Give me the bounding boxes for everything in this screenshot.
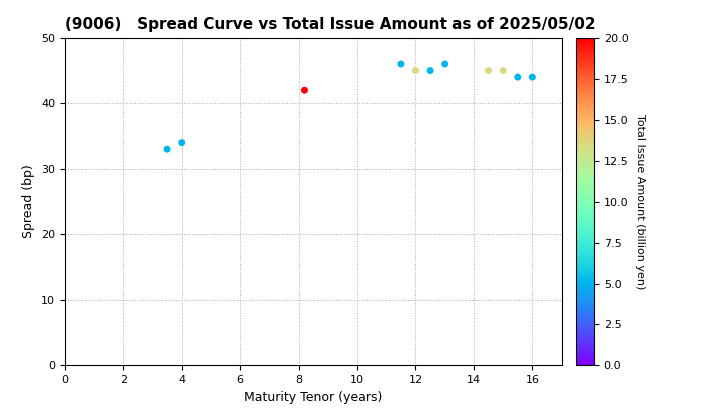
Point bbox=[410, 67, 421, 74]
X-axis label: Maturity Tenor (years): Maturity Tenor (years) bbox=[244, 391, 382, 404]
Point bbox=[395, 60, 407, 67]
Point bbox=[498, 67, 509, 74]
Point bbox=[526, 74, 538, 81]
Y-axis label: Spread (bp): Spread (bp) bbox=[22, 165, 35, 239]
Text: (9006)   Spread Curve vs Total Issue Amount as of 2025/05/02: (9006) Spread Curve vs Total Issue Amoun… bbox=[65, 18, 595, 32]
Point bbox=[512, 74, 523, 81]
Point bbox=[439, 60, 451, 67]
Point bbox=[299, 87, 310, 94]
Point bbox=[424, 67, 436, 74]
Y-axis label: Total Issue Amount (billion yen): Total Issue Amount (billion yen) bbox=[635, 114, 645, 289]
Point bbox=[483, 67, 495, 74]
Point bbox=[161, 146, 173, 152]
Point bbox=[176, 139, 187, 146]
